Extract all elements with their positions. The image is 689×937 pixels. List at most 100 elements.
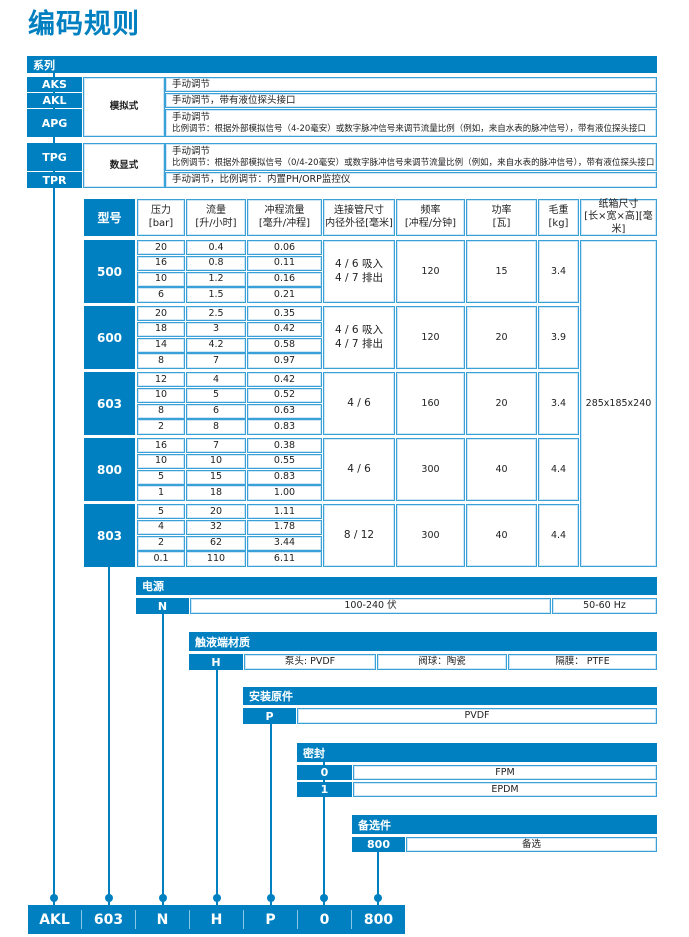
code-power: N: [136, 910, 190, 929]
frequency-cell: 120: [396, 306, 465, 369]
wetted-valve-ball: 阀球：陶瓷: [377, 654, 507, 670]
pressure-cell: 1: [137, 485, 185, 501]
stroke-volume-cell: 1.00: [247, 485, 322, 501]
stroke-volume-cell: 0.11: [247, 255, 322, 271]
stroke-volume-cell: 0.21: [247, 287, 322, 303]
flow-cell: 1.5: [186, 287, 246, 303]
example-order-code: AKL 603 N H P 0 800: [28, 905, 405, 934]
series-code-tpg: TPG: [27, 143, 82, 171]
fitting-value: PVDF: [297, 708, 657, 724]
flow-cell: 4: [186, 372, 246, 388]
stroke-volume-cell: 1.78: [247, 519, 322, 535]
table-header: 毛重 [kg]: [538, 199, 579, 236]
seal-value-1: EPDM: [353, 782, 657, 797]
description-line: 手动调节: [172, 78, 211, 90]
table-header: 型号: [84, 199, 135, 236]
series-description: 手动调节，比例调节：内置PH/ORP监控仪: [165, 172, 657, 188]
weight-cell: 3.4: [538, 372, 579, 435]
pressure-cell: 10: [137, 453, 185, 469]
description-line: 手动调节，带有液位探头接口: [172, 94, 296, 106]
flow-cell: 4.2: [186, 337, 246, 353]
code-model: 603: [82, 910, 136, 929]
flow-cell: 6: [186, 403, 246, 419]
series-code-akl: AKL: [27, 93, 82, 108]
power-cell: 40: [466, 504, 537, 567]
stroke-volume-cell: 0.58: [247, 337, 322, 353]
flow-cell: 2.5: [186, 306, 246, 322]
stroke-volume-cell: 0.06: [247, 240, 322, 256]
flow-cell: 18: [186, 485, 246, 501]
series-description: 手动调节，带有液位探头接口: [165, 93, 657, 108]
stroke-volume-cell: 0.35: [247, 306, 322, 322]
model-code: 500: [84, 240, 135, 303]
stroke-volume-cell: 0.83: [247, 469, 322, 485]
connector-line-options: [377, 850, 379, 905]
connector-dot: [374, 894, 382, 902]
connection-cell: 4 / 6: [323, 438, 395, 501]
flow-cell: 7: [186, 438, 246, 454]
connector-dot: [213, 894, 221, 902]
connector-dot: [159, 894, 167, 902]
series-description: 手动调节 比例调节：根据外部模拟信号（4-20毫安）或数字脉冲信号来调节流量比例（…: [165, 109, 657, 137]
description-line: 手动调节: [172, 111, 211, 123]
pressure-cell: 2: [137, 419, 185, 435]
connector-line-wetted: [216, 668, 218, 905]
power-cell: 40: [466, 438, 537, 501]
power-cell: 20: [466, 306, 537, 369]
table-header: 压力 [bar]: [137, 199, 185, 236]
description-line: 比例调节：根据外部模拟信号（0/4-20毫安）或数字脉冲信号来调节流量比例（例如…: [172, 157, 655, 168]
pressure-cell: 12: [137, 372, 185, 388]
frequency-cell: 160: [396, 372, 465, 435]
frequency-cell: 300: [396, 438, 465, 501]
pressure-cell: 5: [137, 504, 185, 520]
stroke-volume-cell: 0.83: [247, 419, 322, 435]
flow-cell: 10: [186, 453, 246, 469]
flow-cell: 62: [186, 535, 246, 551]
wetted-pump-head: 泵头: PVDF: [244, 654, 376, 670]
flow-cell: 20: [186, 504, 246, 520]
pressure-cell: 16: [137, 438, 185, 454]
pressure-cell: 10: [137, 271, 185, 287]
weight-cell: 4.4: [538, 438, 579, 501]
table-header: 冲程流量 [毫升/冲程]: [247, 199, 322, 236]
flow-cell: 15: [186, 469, 246, 485]
table-header: 连接管尺寸 内径外径[毫米]: [323, 199, 395, 236]
flow-cell: 5: [186, 387, 246, 403]
fitting-code: P: [243, 708, 296, 724]
connector-dot: [267, 894, 275, 902]
flow-cell: 1.2: [186, 271, 246, 287]
table-header: 频率 [冲程/分钟]: [396, 199, 465, 236]
pressure-cell: 10: [137, 387, 185, 403]
pressure-cell: 20: [137, 306, 185, 322]
weight-cell: 3.4: [538, 240, 579, 303]
power-voltage: 100-240 伏: [190, 598, 551, 614]
pressure-cell: 6: [137, 287, 185, 303]
stroke-volume-cell: 0.42: [247, 372, 322, 388]
series-group-digital: 数显式: [83, 143, 165, 188]
connector-dot: [105, 894, 113, 902]
options-code: 800: [352, 837, 405, 852]
flow-cell: 7: [186, 353, 246, 369]
power-cell: 20: [466, 372, 537, 435]
flow-cell: 32: [186, 519, 246, 535]
frequency-cell: 300: [396, 504, 465, 567]
stroke-volume-cell: 0.63: [247, 403, 322, 419]
wetted-diaphragm: 隔膜： PTFE: [508, 654, 657, 670]
model-code: 603: [84, 372, 135, 435]
connector-dot: [50, 894, 58, 902]
pressure-cell: 2: [137, 535, 185, 551]
options-header: 备选件: [352, 815, 657, 834]
code-options: 800: [363, 911, 394, 928]
code-series: AKL: [28, 910, 82, 929]
series-code-apg: APG: [27, 109, 82, 137]
series-group-analog: 模拟式: [83, 77, 165, 137]
stroke-volume-cell: 0.38: [247, 438, 322, 454]
code-fitting: P: [244, 910, 298, 929]
stroke-volume-cell: 0.97: [247, 353, 322, 369]
series-description: 手动调节 比例调节：根据外部模拟信号（0/4-20毫安）或数字脉冲信号来调节流量比…: [165, 143, 657, 171]
flow-cell: 0.4: [186, 240, 246, 256]
weight-cell: 3.9: [538, 306, 579, 369]
page-title: 编码规则: [28, 9, 140, 40]
flow-cell: 110: [186, 551, 246, 567]
